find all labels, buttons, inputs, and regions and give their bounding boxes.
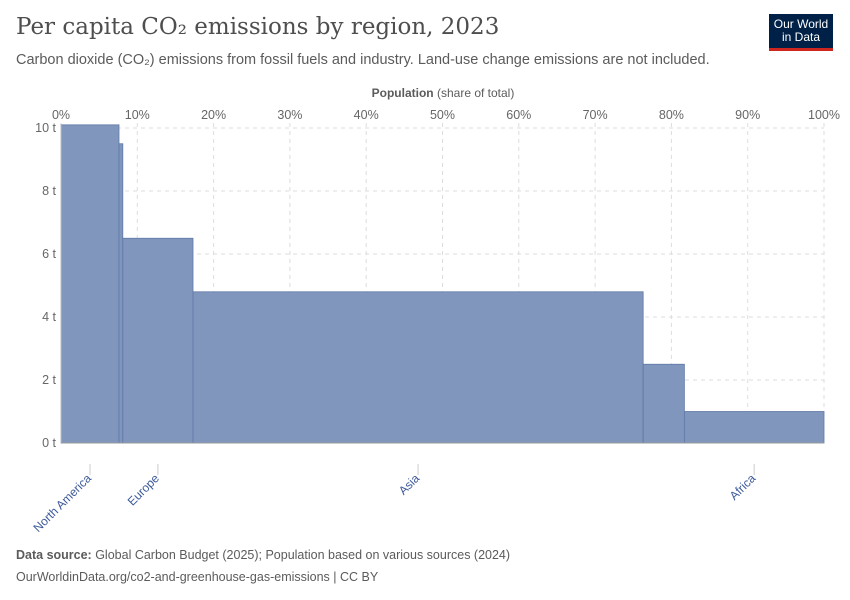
logo-line1: Our World (773, 17, 829, 31)
owid-logo[interactable]: Our World in Data (769, 14, 833, 51)
source-text: Global Carbon Budget (2025); Population … (91, 548, 511, 562)
x-tick-label: 90% (735, 108, 760, 122)
chart-subtitle: Carbon dioxide (CO₂) emissions from foss… (16, 52, 710, 68)
region-label: North America (30, 471, 94, 535)
chart-title: Per capita CO₂ emissions by region, 2023 (16, 14, 500, 40)
source-label: Data source: (16, 548, 92, 562)
x-tick-label: 20% (201, 108, 226, 122)
y-tick-label: 6 t (42, 247, 56, 261)
x-tick-label: 60% (506, 108, 531, 122)
x-tick-label: 40% (354, 108, 379, 122)
bar (642, 363, 685, 444)
x-tick-label: 80% (659, 108, 684, 122)
bar (118, 143, 124, 444)
y-tick-label: 2 t (42, 373, 56, 387)
region-label: Africa (727, 471, 759, 503)
x-tick-label: 30% (277, 108, 302, 122)
y-tick-label: 0 t (42, 436, 56, 450)
y-tick-label: 10 t (35, 121, 56, 135)
footer-url[interactable]: OurWorldinData.org/co2-and-greenhouse-ga… (16, 570, 379, 584)
x-tick-label: 0% (52, 108, 70, 122)
bar (122, 237, 194, 444)
x-axis-label: Population (share of total) (372, 86, 515, 100)
logo-line2: in Data (781, 30, 821, 44)
x-tick-label: 10% (125, 108, 150, 122)
region-label: Europe (125, 471, 162, 508)
y-tick-label: 4 t (42, 310, 56, 324)
source-note: Data source: Global Carbon Budget (2025)… (16, 548, 510, 562)
x-tick-label: 70% (583, 108, 608, 122)
bar (683, 411, 825, 444)
y-tick-label: 8 t (42, 184, 56, 198)
bar (192, 291, 644, 444)
x-tick-label: 100% (808, 108, 840, 122)
x-tick-label: 50% (430, 108, 455, 122)
bar (60, 124, 120, 444)
